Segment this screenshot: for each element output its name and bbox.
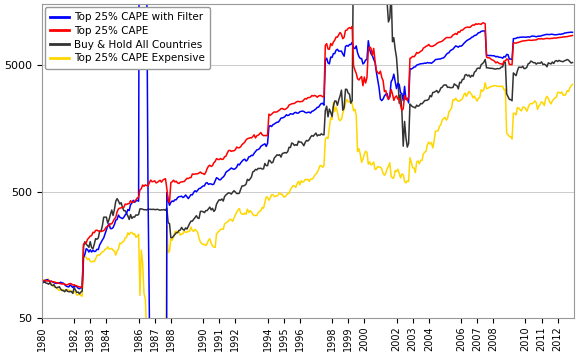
Top 25% CAPE bbox=[220, 157, 227, 161]
Top 25% CAPE bbox=[569, 33, 576, 38]
Top 25% CAPE Expensive bbox=[492, 83, 499, 88]
Top 25% CAPE with Filter bbox=[569, 30, 576, 34]
Buy & Hold All Countries bbox=[233, 191, 240, 196]
Top 25% CAPE Expensive bbox=[423, 149, 429, 153]
Buy & Hold All Countries bbox=[220, 199, 227, 203]
Legend: Top 25% CAPE with Filter, Top 25% CAPE, Buy & Hold All Countries, Top 25% CAPE E: Top 25% CAPE with Filter, Top 25% CAPE, … bbox=[45, 7, 210, 69]
Top 25% CAPE bbox=[560, 35, 566, 39]
Buy & Hold All Countries bbox=[76, 292, 83, 296]
Buy & Hold All Countries bbox=[560, 60, 566, 64]
Line: Buy & Hold All Countries: Buy & Hold All Countries bbox=[42, 0, 572, 294]
Top 25% CAPE Expensive bbox=[233, 210, 240, 214]
Top 25% CAPE bbox=[492, 61, 499, 65]
Top 25% CAPE bbox=[73, 284, 80, 288]
Top 25% CAPE Expensive bbox=[560, 93, 566, 97]
Line: Top 25% CAPE Expensive: Top 25% CAPE Expensive bbox=[42, 83, 572, 355]
Top 25% CAPE with Filter bbox=[492, 55, 499, 59]
Top 25% CAPE with Filter bbox=[73, 285, 80, 289]
Top 25% CAPE with Filter bbox=[235, 162, 242, 166]
Top 25% CAPE Expensive bbox=[569, 82, 576, 87]
Top 25% CAPE with Filter bbox=[221, 173, 228, 178]
Top 25% CAPE bbox=[233, 145, 240, 149]
Buy & Hold All Countries bbox=[73, 290, 80, 295]
Line: Top 25% CAPE: Top 25% CAPE bbox=[42, 23, 572, 287]
Top 25% CAPE Expensive bbox=[73, 293, 80, 297]
Top 25% CAPE bbox=[423, 44, 429, 48]
Top 25% CAPE with Filter bbox=[38, 278, 45, 282]
Top 25% CAPE with Filter bbox=[424, 60, 431, 65]
Line: Top 25% CAPE with Filter: Top 25% CAPE with Filter bbox=[42, 0, 572, 355]
Top 25% CAPE bbox=[38, 278, 45, 282]
Top 25% CAPE Expensive bbox=[220, 227, 227, 231]
Buy & Hold All Countries bbox=[38, 278, 45, 282]
Top 25% CAPE Expensive bbox=[38, 278, 45, 282]
Top 25% CAPE bbox=[79, 285, 86, 289]
Top 25% CAPE Expensive bbox=[481, 81, 488, 85]
Top 25% CAPE with Filter bbox=[560, 32, 566, 36]
Buy & Hold All Countries bbox=[492, 67, 499, 71]
Top 25% CAPE bbox=[480, 21, 487, 25]
Buy & Hold All Countries bbox=[424, 98, 431, 102]
Buy & Hold All Countries bbox=[569, 60, 576, 65]
